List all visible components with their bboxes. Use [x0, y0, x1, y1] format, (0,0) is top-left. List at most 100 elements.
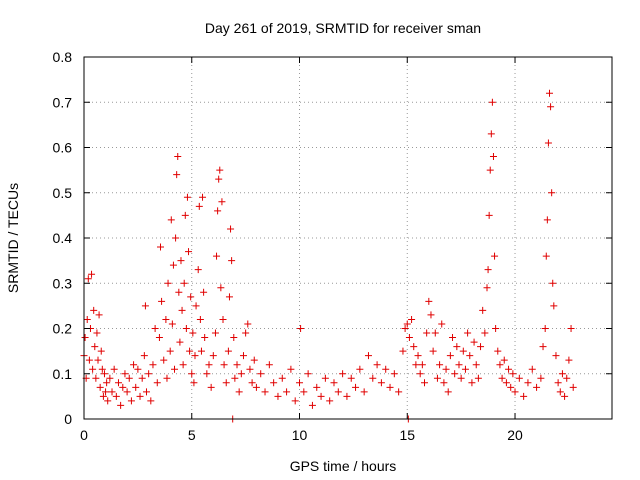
- data-point: [423, 329, 431, 337]
- data-point: [246, 365, 254, 373]
- data-point: [488, 98, 496, 106]
- data-point: [468, 379, 476, 387]
- data-point: [291, 397, 299, 405]
- data-point: [194, 266, 202, 274]
- data-point: [179, 361, 187, 369]
- data-point: [235, 388, 243, 396]
- data-point: [498, 374, 506, 382]
- data-point: [552, 352, 560, 360]
- data-point: [100, 370, 108, 378]
- data-point: [96, 383, 104, 391]
- data-point: [83, 315, 91, 323]
- data-point: [244, 320, 252, 328]
- data-point: [386, 383, 394, 391]
- data-point: [500, 356, 508, 364]
- data-point: [492, 325, 500, 332]
- data-point: [213, 252, 221, 260]
- data-point: [237, 370, 245, 378]
- y-tick-label: 0.1: [53, 366, 73, 382]
- data-point: [167, 216, 175, 224]
- data-point: [399, 347, 407, 355]
- data-point: [175, 288, 183, 296]
- data-point: [485, 211, 493, 219]
- data-point: [130, 361, 138, 369]
- data-point: [431, 329, 439, 337]
- data-point: [181, 211, 189, 219]
- data-point: [224, 347, 232, 355]
- data-point: [544, 139, 552, 147]
- data-point: [334, 388, 342, 396]
- data-point: [248, 379, 256, 387]
- data-point: [453, 343, 461, 351]
- y-tick-label: 0.6: [53, 140, 73, 156]
- data-point: [123, 388, 131, 396]
- data-point: [92, 374, 100, 382]
- data-point: [442, 365, 450, 373]
- data-point: [401, 325, 409, 332]
- data-point: [356, 365, 364, 373]
- data-point: [239, 352, 247, 360]
- data-point: [228, 257, 236, 265]
- data-point: [199, 193, 207, 201]
- y-tick-label: 0.8: [53, 49, 73, 65]
- data-point: [108, 388, 116, 396]
- data-point: [300, 388, 308, 396]
- data-point: [377, 379, 385, 387]
- data-point: [444, 388, 452, 396]
- data-point: [207, 383, 215, 391]
- data-point: [395, 388, 403, 396]
- data-point: [141, 302, 149, 310]
- data-point: [81, 334, 89, 342]
- data-point: [502, 379, 510, 387]
- data-point: [339, 370, 347, 378]
- data-point: [176, 338, 184, 346]
- data-point: [127, 397, 135, 405]
- data-point: [218, 198, 226, 206]
- data-point: [466, 352, 474, 360]
- data-point: [457, 374, 465, 382]
- data-point: [494, 347, 502, 355]
- data-point: [187, 293, 195, 301]
- data-point: [369, 374, 377, 382]
- data-point: [548, 189, 556, 197]
- data-point: [360, 388, 368, 396]
- x-tick-label: 0: [80, 427, 88, 443]
- data-point: [287, 365, 295, 373]
- data-point: [491, 252, 499, 260]
- data-point: [405, 334, 413, 342]
- data-point: [565, 356, 573, 364]
- data-point: [142, 388, 150, 396]
- data-point: [554, 379, 562, 387]
- data-point: [190, 379, 198, 387]
- data-point: [230, 334, 238, 342]
- data-point: [481, 329, 489, 337]
- data-point: [496, 361, 504, 369]
- data-point: [539, 343, 547, 351]
- data-point: [211, 329, 219, 337]
- axis-ticks: 0 5 10 15 20 0 0.1 0.2 0.3 0.4 0.5 0.6 0.7 0.8: [53, 49, 612, 443]
- data-point: [464, 329, 472, 337]
- data-point: [455, 361, 463, 369]
- y-tick-label: 0.2: [53, 321, 73, 337]
- data-point: [182, 325, 190, 332]
- data-point: [304, 370, 312, 378]
- data-point: [429, 347, 437, 355]
- data-point: [119, 383, 127, 391]
- data-point: [543, 216, 551, 224]
- data-point: [347, 374, 355, 382]
- data-point: [459, 347, 467, 355]
- data-point: [472, 361, 480, 369]
- data-point: [283, 388, 291, 396]
- data-point: [421, 379, 429, 387]
- data-point: [296, 379, 304, 387]
- data-point: [196, 315, 204, 323]
- data-point: [183, 193, 191, 201]
- data-point: [528, 365, 536, 373]
- data-point: [85, 356, 93, 364]
- data-point: [438, 320, 446, 328]
- data-point: [505, 365, 513, 373]
- data-point: [132, 383, 140, 391]
- data-point: [164, 279, 172, 287]
- data-point: [219, 315, 227, 323]
